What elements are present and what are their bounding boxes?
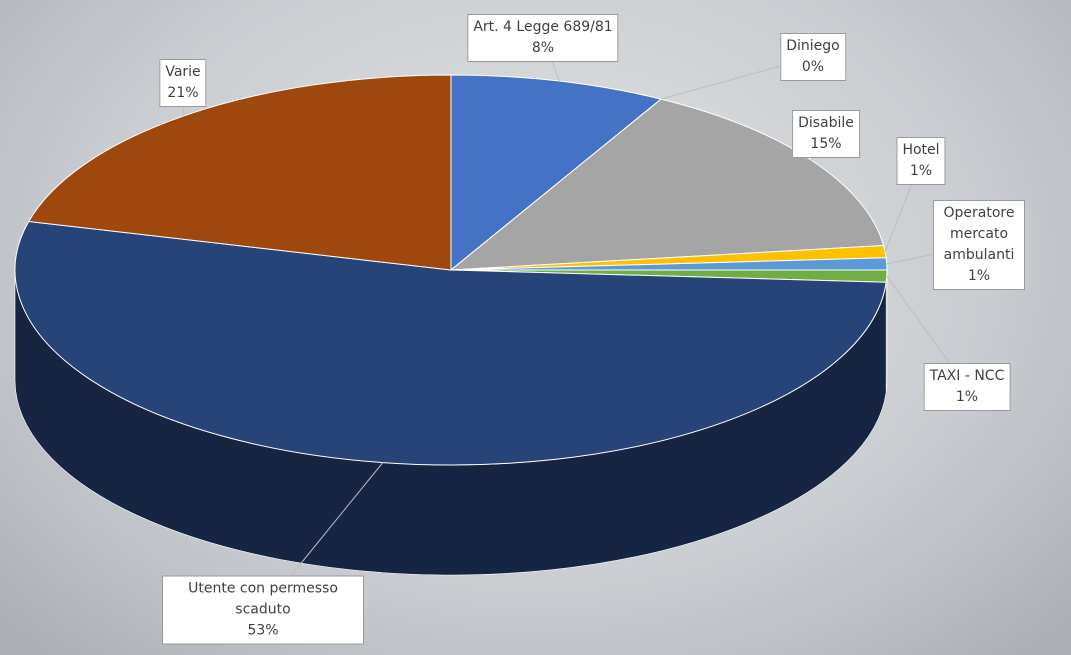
label-value: 8% — [531, 40, 555, 56]
label-value: 0% — [801, 59, 825, 75]
data-label: Hotel 1% — [896, 137, 946, 185]
label-value: 1% — [967, 268, 991, 284]
data-label: Disabile 15% — [792, 110, 860, 158]
label-name: TAXI - NCC — [929, 368, 1005, 384]
label-name: Utente con permesso scaduto — [188, 580, 338, 618]
label-name: Art. 4 Legge 689/81 — [473, 19, 613, 35]
slice — [14, 220, 887, 466]
label-name: Diniego — [786, 38, 840, 54]
data-label: TAXI - NCC 1% — [923, 363, 1011, 411]
data-label: Operatore mercato ambulanti 1% — [933, 200, 1025, 290]
label-value: 1% — [909, 163, 933, 179]
slice — [450, 74, 663, 272]
label-value: 15% — [810, 136, 842, 152]
data-label: Utente con permesso scaduto 53% — [162, 575, 364, 645]
label-name: Varie — [165, 64, 201, 80]
label-name: Hotel — [902, 142, 940, 158]
label-value: 53% — [247, 622, 279, 639]
label-value: 21% — [167, 85, 199, 101]
data-label: Art. 4 Legge 689/81 8% — [467, 14, 619, 62]
data-label: Diniego 0% — [780, 33, 846, 81]
label-value: 1% — [955, 389, 979, 405]
label-name: Disabile — [798, 115, 854, 131]
data-label: Varie 21% — [159, 59, 207, 107]
label-name: Operatore mercato ambulanti — [943, 205, 1015, 263]
